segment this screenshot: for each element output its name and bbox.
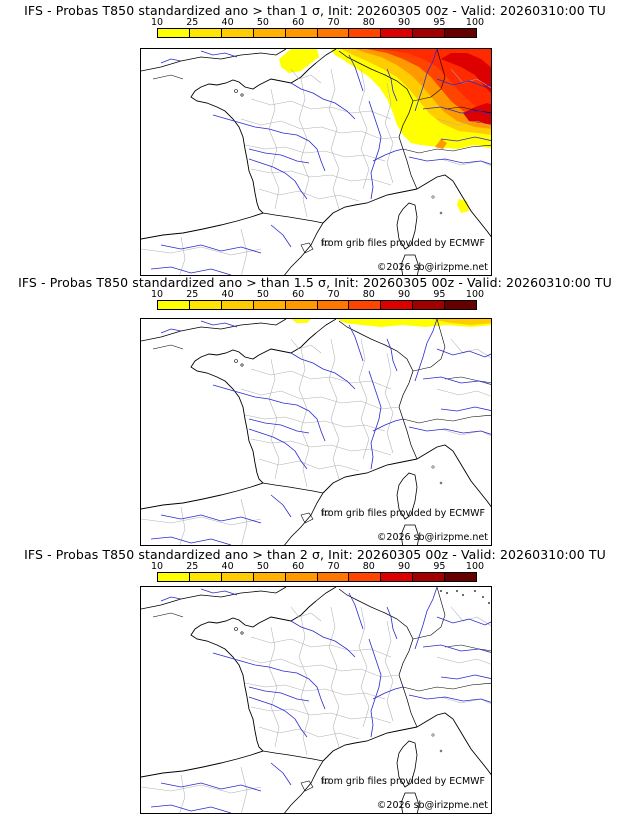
colorbar-tick: 25: [186, 289, 199, 300]
colorbar-tick: 50: [256, 17, 269, 28]
colorbar-tick: 25: [186, 561, 199, 572]
colorbar-segment: [285, 301, 318, 309]
colorbar-tick: 40: [221, 17, 234, 28]
colorbar-segment: [285, 29, 318, 37]
data-source-credit: from grib files provided by ECMWF: [320, 508, 485, 519]
map-panel-2: IFS - Probas T850 standardized ano > tha…: [0, 276, 630, 548]
copyright-credit: ©2026 sb@irizpme.net: [376, 800, 488, 811]
colorbar-tick: 40: [221, 561, 234, 572]
colorbar: [157, 572, 477, 582]
colorbar-segment: [221, 573, 254, 581]
map-frame: from grib files provided by ECMWF ©2026 …: [140, 318, 492, 546]
colorbar-segment: [285, 573, 318, 581]
colorbar-tick: 95: [433, 17, 446, 28]
colorbar-tick: 90: [398, 17, 411, 28]
colorbar-tick: 80: [362, 561, 375, 572]
colorbar-tick: 50: [256, 561, 269, 572]
colorbar-tick: 70: [327, 289, 340, 300]
copyright-credit: ©2026 sb@irizpme.net: [376, 532, 488, 543]
colorbar-segment: [158, 573, 190, 581]
panel-title: IFS - Probas T850 standardized ano > tha…: [24, 3, 606, 18]
colorbar-tick: 95: [433, 289, 446, 300]
colorbar-segment: [253, 301, 286, 309]
data-source-credit: from grib files provided by ECMWF: [320, 238, 485, 249]
data-source-credit: from grib files provided by ECMWF: [320, 776, 485, 787]
colorbar: [157, 28, 477, 38]
colorbar-segment: [189, 301, 222, 309]
probability-shading: [291, 319, 491, 327]
probability-shading: [279, 49, 491, 213]
colorbar-tick: 60: [292, 17, 305, 28]
colorbar-segment: [189, 29, 222, 37]
map-panel-3: IFS - Probas T850 standardized ano > tha…: [0, 548, 630, 820]
colorbar-segment: [381, 29, 414, 37]
colorbar-segment: [349, 29, 382, 37]
colorbar-segment: [317, 573, 350, 581]
colorbar-segment: [413, 573, 446, 581]
colorbar-segment: [445, 29, 477, 37]
colorbar-tick: 100: [465, 561, 485, 572]
colorbar-segment: [445, 573, 477, 581]
colorbar-segment: [221, 301, 254, 309]
colorbar-segment: [221, 29, 254, 37]
colorbar-tick: 60: [292, 289, 305, 300]
colorbar-tick: 80: [362, 17, 375, 28]
map-frame: from grib files provided by ECMWF ©2026 …: [140, 48, 492, 276]
colorbar-ticks: 10 25 40 50 60 70 80 90 95 100: [151, 561, 484, 572]
colorbar-tick: 60: [292, 561, 305, 572]
colorbar-segment: [253, 573, 286, 581]
colorbar-tick: 80: [362, 289, 375, 300]
colorbar-tick: 90: [398, 289, 411, 300]
colorbar-tick: 10: [150, 561, 164, 572]
map-frame: from grib files provided by ECMWF ©2026 …: [140, 586, 492, 814]
colorbar-tick: 10: [150, 289, 164, 300]
colorbar-ticks: 10 25 40 50 60 70 80 90 95 100: [151, 289, 484, 300]
colorbar-segment: [381, 301, 414, 309]
copyright-credit: ©2026 sb@irizpme.net: [376, 262, 488, 273]
colorbar-segment: [158, 301, 190, 309]
colorbar-segment: [349, 301, 382, 309]
colorbar-segment: [253, 29, 286, 37]
colorbar-tick: 100: [465, 17, 485, 28]
colorbar-tick: 90: [398, 561, 411, 572]
colorbar-tick: 95: [433, 561, 446, 572]
map-panel-1: IFS - Probas T850 standardized ano > tha…: [0, 4, 630, 276]
colorbar-tick: 100: [465, 289, 485, 300]
colorbar-segment: [317, 301, 350, 309]
colorbar: [157, 300, 477, 310]
colorbar-segment: [413, 301, 446, 309]
colorbar-ticks: 10 25 40 50 60 70 80 90 95 100: [151, 17, 484, 28]
colorbar-segment: [158, 29, 190, 37]
probability-shading: [440, 590, 490, 604]
colorbar-segment: [349, 573, 382, 581]
colorbar-tick: 70: [327, 561, 340, 572]
colorbar-segment: [381, 573, 414, 581]
colorbar-segment: [317, 29, 350, 37]
colorbar-tick: 50: [256, 289, 269, 300]
colorbar-tick: 40: [221, 289, 234, 300]
panel-title: IFS - Probas T850 standardized ano > tha…: [18, 275, 612, 290]
colorbar-segment: [413, 29, 446, 37]
colorbar-segment: [445, 301, 477, 309]
colorbar-tick: 10: [150, 17, 164, 28]
panel-title: IFS - Probas T850 standardized ano > tha…: [24, 547, 606, 562]
colorbar-tick: 70: [327, 17, 340, 28]
colorbar-segment: [189, 573, 222, 581]
colorbar-tick: 25: [186, 17, 199, 28]
